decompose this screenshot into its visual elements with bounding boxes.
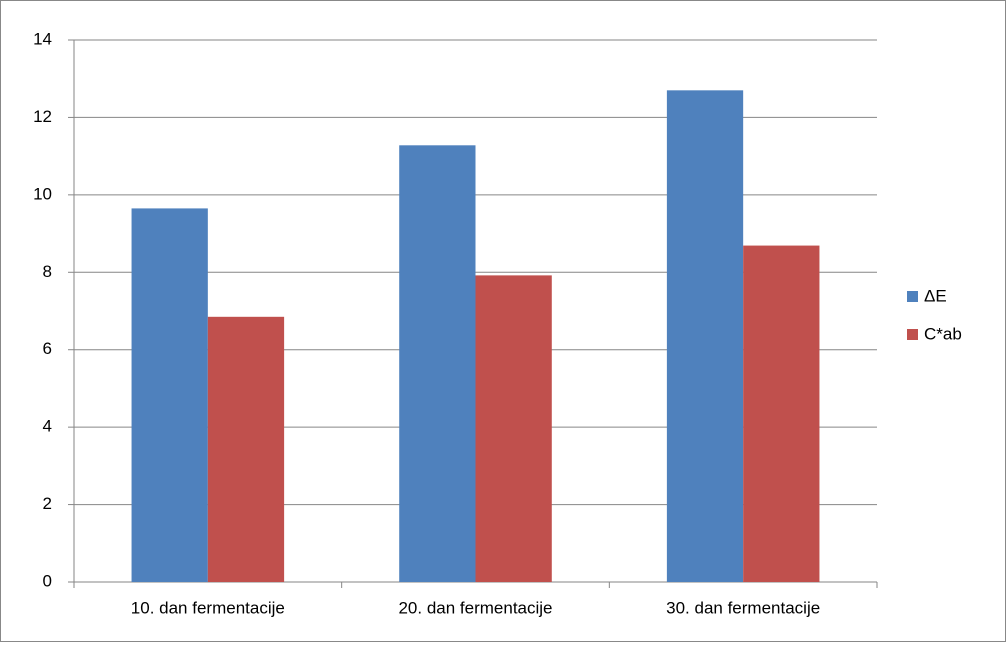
bar xyxy=(666,90,744,582)
legend-swatch xyxy=(907,329,918,340)
y-tick-label: 14 xyxy=(33,29,52,48)
y-tick-label: 2 xyxy=(43,494,52,513)
y-tick-label: 6 xyxy=(43,339,52,358)
y-tick-label: 8 xyxy=(43,262,52,281)
x-tick-label: 30. dan fermentacije xyxy=(666,598,820,617)
x-tick-label: 10. dan fermentacije xyxy=(131,598,285,617)
bar xyxy=(743,245,820,582)
bar xyxy=(207,316,285,582)
bar xyxy=(475,275,552,582)
y-tick-label: 10 xyxy=(33,184,52,203)
bar xyxy=(399,145,476,582)
y-tick-label: 4 xyxy=(43,417,52,436)
legend-swatch xyxy=(907,291,918,302)
legend-label: ΔE xyxy=(924,286,947,305)
x-tick-label: 20. dan fermentacije xyxy=(398,598,552,617)
bar xyxy=(131,208,208,582)
legend-label: C*ab xyxy=(924,324,962,343)
y-tick-label: 0 xyxy=(43,571,52,590)
y-tick-label: 12 xyxy=(33,107,52,126)
